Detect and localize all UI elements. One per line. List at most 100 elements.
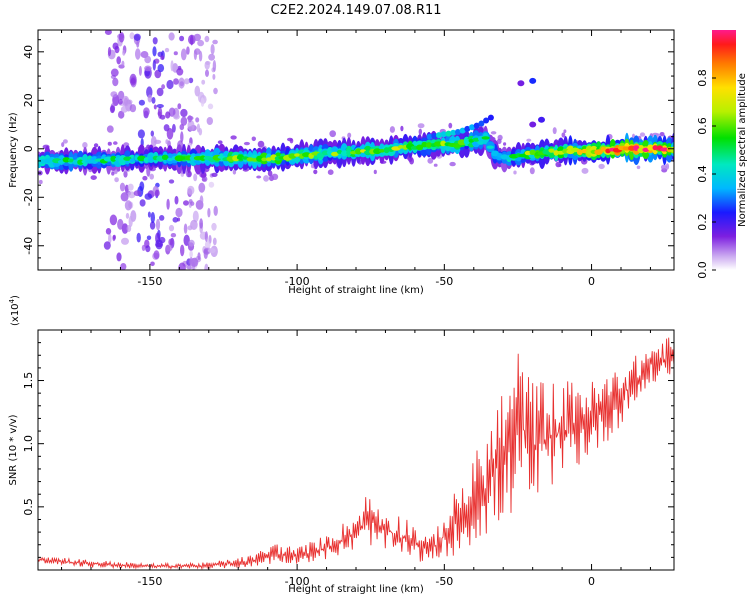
- spectrogram-secondary-cell: [436, 132, 442, 139]
- spectrogram-speckle: [329, 130, 337, 138]
- spectrogram-marks: [38, 30, 674, 270]
- spectrogram-noise-blob: [120, 105, 128, 113]
- spectrogram-isolated-blob: [538, 116, 545, 123]
- spectrogram-noise-blob: [139, 199, 146, 207]
- spectrogram-speckle: [558, 163, 562, 167]
- spectrogram-ridge-cell: [576, 149, 583, 156]
- snr-ytick-label: 1.5: [22, 372, 35, 390]
- spectrogram-noise-blob: [112, 42, 119, 50]
- spectrogram-noise-blob: [161, 84, 166, 90]
- spectrogram-noise-blob: [197, 252, 201, 261]
- spectrogram-ridge-cell: [421, 141, 428, 148]
- spectrogram-ridge-cell: [341, 150, 348, 157]
- spectrogram-noise-blob: [110, 91, 118, 98]
- spectrogram-noise-blob: [204, 61, 210, 70]
- spectrogram-noise-blob: [204, 263, 209, 270]
- spectrogram-noise-blob: [172, 123, 176, 133]
- spectrogram-ridge-cell: [585, 149, 593, 155]
- spectrogram-noise-blob: [192, 210, 199, 223]
- spectrogram-speckle: [289, 138, 294, 144]
- spectrogram-noise-blob: [168, 32, 175, 41]
- spectrogram-noise-blob: [118, 32, 125, 43]
- spectrogram-speckle: [400, 125, 404, 132]
- spectrogram-noise-blob: [187, 120, 195, 131]
- spectrogram-noise-blob: [203, 249, 208, 259]
- spectrogram-noise-blob: [212, 60, 217, 72]
- spectrogram-noise-blob: [164, 47, 170, 53]
- spectrogram-noise-blob: [213, 87, 218, 95]
- spectrogram-noise-blob: [141, 244, 146, 251]
- snr-marks: [38, 337, 674, 570]
- spectrogram-speckle: [639, 132, 646, 137]
- spectrogram-ridge-cell: [373, 148, 382, 155]
- spectrogram-speckle: [449, 161, 456, 167]
- snr-xtick-label: -50: [435, 575, 453, 588]
- spectrogram-noise-blob: [138, 99, 145, 106]
- snr-scale-note: (x104): [8, 295, 21, 326]
- spectrogram-ridge-cell: [346, 149, 352, 156]
- spectrogram-speckle: [529, 167, 535, 175]
- spectrogram-noise-blob: [117, 90, 125, 101]
- spectrogram-noise-blob: [110, 68, 119, 77]
- snr-scale-close: ): [10, 295, 21, 299]
- spectrogram-secondary-cell: [483, 117, 490, 124]
- colorbar: 0.0 0.2 0.4 0.6 0.8 Normalized spectral ampl…: [696, 30, 748, 279]
- spectrogram-noise-blob: [108, 233, 112, 244]
- spectrogram-noise-blob: [152, 46, 157, 57]
- spectrogram-noise-blob: [206, 117, 213, 125]
- colorbar-tick-label: 0.6: [696, 117, 709, 135]
- spectrogram-noise-blob: [122, 49, 126, 56]
- spectrogram-noise-blob: [208, 53, 216, 61]
- spectrogram-speckle: [90, 175, 97, 181]
- spectrogram-noise-blob: [177, 103, 182, 110]
- spectrogram-ridge-cell: [425, 142, 433, 148]
- spectrogram-speckle: [526, 138, 532, 142]
- spectrogram-secondary-cell: [459, 127, 466, 134]
- spectrogram-noise-blob: [144, 55, 152, 64]
- spectrogram-noise-blob: [207, 103, 214, 110]
- spectrogram-speckle: [267, 170, 273, 177]
- spectrogram-ridge-cell: [331, 151, 339, 157]
- spectrogram-ridge-cell: [491, 150, 499, 157]
- spectrogram-noise-blob: [204, 231, 208, 242]
- spectrogram-noise-blob: [144, 65, 152, 72]
- spectrogram-noise-blob: [129, 104, 137, 113]
- spectrogram-noise-blob: [125, 212, 130, 219]
- spectrogram-xtick-label: -150: [137, 275, 162, 288]
- spectrogram-noise-blob: [150, 130, 154, 137]
- spectrogram-noise-blob: [104, 30, 112, 35]
- spectrogram-secondary-cell: [440, 131, 447, 138]
- spectrogram-noise-blob: [139, 181, 145, 191]
- spectrogram-noise-blob: [186, 264, 193, 270]
- spectrogram-noise-blob: [165, 111, 171, 119]
- spectrogram-noise-blob: [188, 77, 194, 84]
- spectrogram-speckle: [200, 173, 207, 178]
- snr-xlabel: Height of straight line (km): [288, 584, 424, 595]
- spectrogram-ridge-cell: [637, 147, 645, 153]
- spectrogram-speckle: [38, 179, 43, 185]
- spectrogram-noise-blob: [180, 48, 187, 61]
- spectrogram-speckle: [513, 170, 517, 175]
- spectrogram-ridge-cell: [486, 145, 494, 149]
- spectrogram-noise-blob: [183, 223, 188, 234]
- spectrogram-noise-blob: [106, 125, 114, 133]
- spectrogram-speckle: [251, 136, 256, 142]
- spectrogram-speckle: [327, 169, 334, 175]
- spectrogram-noise-blob: [159, 114, 166, 120]
- spectrogram-speckle: [490, 131, 497, 135]
- spectrogram-noise-blob: [205, 69, 209, 77]
- spectrogram-noise-blob: [198, 50, 203, 62]
- spectrogram-noise-blob: [129, 32, 135, 40]
- spectrogram-noise-blob: [174, 195, 179, 205]
- spectrogram-noise-blob: [180, 108, 188, 118]
- spectrogram-noise-blob: [122, 95, 130, 107]
- spectrogram-noise-blob: [166, 198, 170, 210]
- spectrogram-speckle: [496, 138, 502, 144]
- spectrogram-noise-blob: [156, 104, 164, 108]
- spectrogram-noise-blob: [124, 200, 132, 211]
- spectrogram-noise-blob: [142, 175, 148, 181]
- spectrogram-noise-blob: [193, 33, 201, 42]
- spectrogram-noise-blob: [210, 44, 215, 55]
- spectrogram-ridge-cell: [463, 138, 470, 145]
- spectrogram-ridge-cell: [336, 149, 343, 154]
